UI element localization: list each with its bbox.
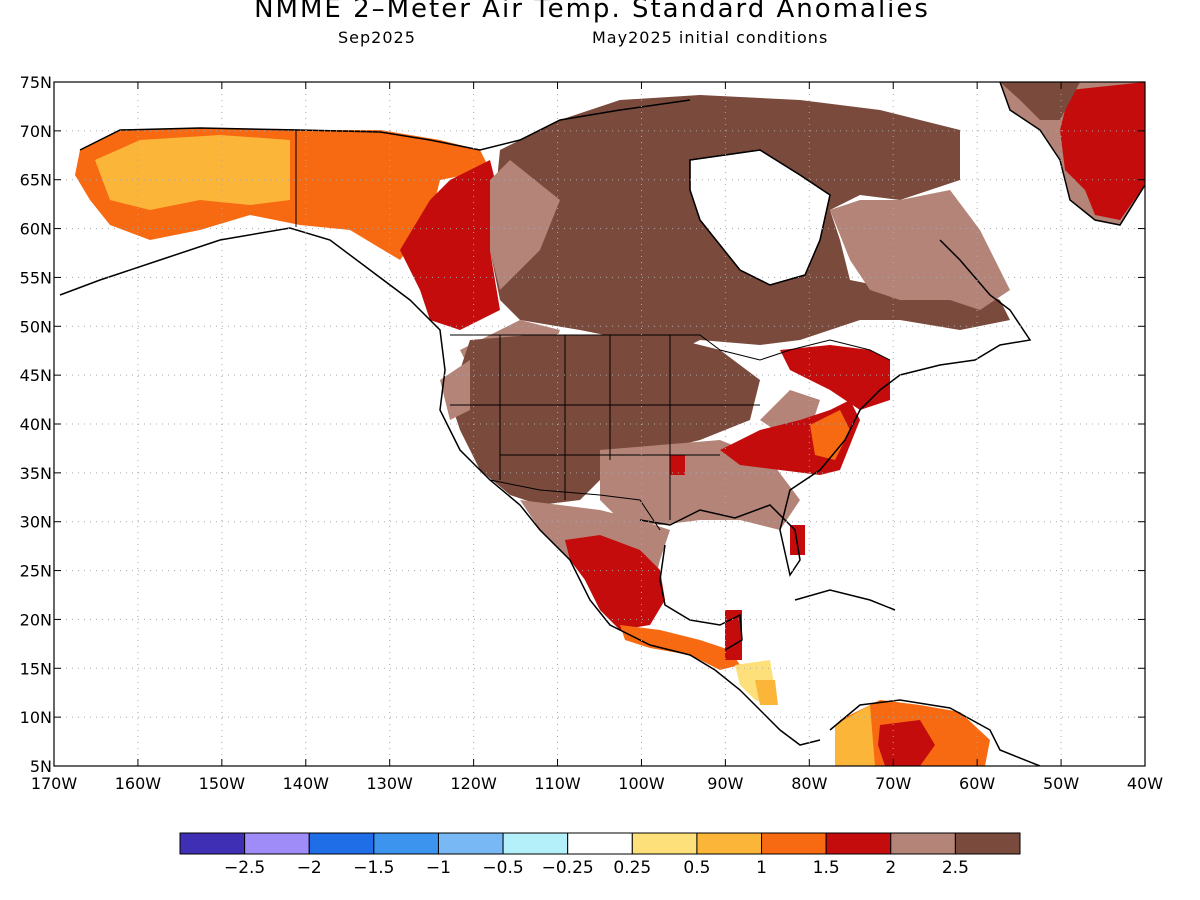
lat-label: 15N bbox=[20, 659, 52, 678]
map-plot-area bbox=[54, 82, 1145, 766]
lon-label: 160W bbox=[115, 774, 162, 793]
colorbar-swatch bbox=[373, 832, 439, 855]
colorbar-swatch bbox=[244, 832, 310, 855]
lon-label: 60W bbox=[959, 774, 995, 793]
colorbar-label: 1 bbox=[756, 858, 767, 878]
lon-label: 110W bbox=[534, 774, 581, 793]
lon-label: 40W bbox=[1127, 774, 1163, 793]
colorbar-swatch bbox=[567, 832, 633, 855]
us-canada-border bbox=[450, 334, 891, 361]
south-america-red-region bbox=[878, 720, 935, 766]
greenland-coast bbox=[999, 82, 1145, 226]
colorbar-label: 2 bbox=[885, 858, 896, 878]
colorbar-swatch bbox=[954, 832, 1021, 855]
lat-label: 30N bbox=[20, 513, 52, 532]
lon-label: 140W bbox=[283, 774, 330, 793]
lat-label: 25N bbox=[20, 562, 52, 581]
lon-label: 80W bbox=[791, 774, 827, 793]
east-us-red-region bbox=[670, 345, 890, 555]
lon-label: 120W bbox=[450, 774, 497, 793]
colorbar-label: −0.5 bbox=[482, 858, 523, 878]
colorbar-label: −1 bbox=[426, 858, 451, 878]
lat-label: 75N bbox=[20, 73, 52, 92]
us-south-light-brown-region bbox=[440, 360, 820, 530]
colorbar-swatch bbox=[308, 832, 375, 855]
lat-label: 40N bbox=[20, 415, 52, 434]
west-coast-red-region bbox=[400, 160, 500, 330]
colorbar-label: 0.5 bbox=[683, 858, 710, 878]
north-america-west-coast bbox=[59, 227, 821, 746]
colorbar-swatch bbox=[825, 832, 892, 855]
colorbar-swatch bbox=[890, 832, 956, 855]
lat-label: 70N bbox=[20, 122, 52, 141]
south-america-amber-region bbox=[835, 705, 875, 766]
colorbar-label: −0.25 bbox=[542, 858, 594, 878]
lon-label: 70W bbox=[875, 774, 911, 793]
lat-label: 55N bbox=[20, 268, 52, 287]
north-america-east-coast bbox=[639, 239, 1032, 577]
cuba-coast bbox=[794, 589, 896, 611]
lon-label: 130W bbox=[367, 774, 414, 793]
colorbar-swatch bbox=[502, 832, 569, 855]
colorbar-label: −2.5 bbox=[224, 858, 265, 878]
us-interior-brown-region bbox=[450, 335, 760, 505]
map-title: NMME 2–Meter Air Temp. Standard Anomalie… bbox=[254, 0, 930, 24]
lon-label: 90W bbox=[707, 774, 743, 793]
lat-label: 10N bbox=[20, 708, 52, 727]
gridlines bbox=[53, 81, 1146, 767]
colorbar-swatch bbox=[631, 832, 698, 855]
arctic-coast bbox=[79, 99, 691, 151]
colorbar-label: 1.5 bbox=[813, 858, 840, 878]
colorbar-swatch bbox=[179, 832, 246, 855]
lat-label: 50N bbox=[20, 317, 52, 336]
initial-conditions-label: May2025 initial conditions bbox=[592, 28, 829, 47]
central-america-orange-region bbox=[620, 625, 740, 670]
mexico-red-region bbox=[565, 535, 665, 630]
lon-label: 150W bbox=[199, 774, 246, 793]
lon-label: 170W bbox=[31, 774, 78, 793]
colorbar-swatch bbox=[437, 832, 504, 855]
latitude-labels: 75N 70N 65N 60N 55N 50N 45N 40N 35N 30N 25N 20N 15N 1… bbox=[20, 73, 52, 776]
canada-light-brown-region bbox=[460, 160, 1010, 390]
colorbar-label: 0.25 bbox=[613, 858, 651, 878]
lat-label: 65N bbox=[20, 171, 52, 190]
target-month-label: Sep2025 bbox=[338, 28, 416, 47]
lat-label: 35N bbox=[20, 464, 52, 483]
lon-label: 50W bbox=[1043, 774, 1079, 793]
lat-label: 20N bbox=[20, 610, 52, 629]
colorbar-swatch bbox=[761, 832, 827, 855]
central-america-amber-region bbox=[755, 680, 778, 705]
lat-label: 45N bbox=[20, 366, 52, 385]
east-us-orange-region bbox=[810, 410, 850, 460]
greenland-red-region bbox=[1060, 82, 1145, 220]
colorbar-label: −2 bbox=[297, 858, 322, 878]
alaska-yellow-patch bbox=[95, 135, 290, 210]
greenland-dark-region bbox=[1000, 82, 1080, 120]
gulf-of-mexico-coast bbox=[659, 544, 743, 651]
lon-label: 100W bbox=[618, 774, 665, 793]
map-frame bbox=[53, 81, 1146, 767]
hudson-bay-coast bbox=[689, 149, 831, 286]
coastlines bbox=[59, 82, 1145, 766]
longitude-labels: 170W 160W 150W 140W 130W 120W 110W 100W 90W 80W 70… bbox=[31, 774, 1163, 793]
colorbar: −2.5 −2 −1.5 −1 −0.5 −0.25 0.25 0.5 1 1.5 2 2.5 bbox=[179, 832, 1021, 878]
us-mexico-border bbox=[489, 479, 661, 531]
borders bbox=[295, 130, 891, 531]
lat-label: 60N bbox=[20, 220, 52, 239]
colorbar-label: 2.5 bbox=[942, 858, 969, 878]
colorbar-label: −1.5 bbox=[353, 858, 394, 878]
colorbar-swatch bbox=[696, 832, 763, 855]
south-america-coast bbox=[829, 699, 1041, 766]
lat-label: 5N bbox=[30, 757, 52, 776]
